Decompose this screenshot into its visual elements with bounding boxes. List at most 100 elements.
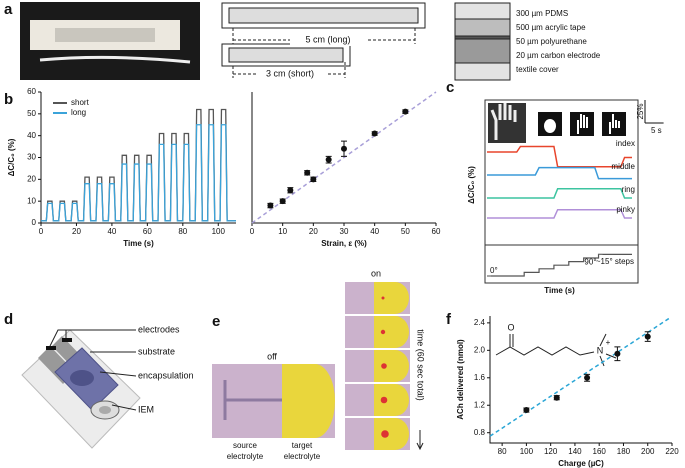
y-tick-label: 50 (27, 109, 36, 118)
x-tick-label: 20 (309, 227, 318, 236)
y-tick-label: 20 (27, 174, 36, 183)
layer-label: 300 µm PDMS (516, 9, 568, 18)
data-point (310, 176, 317, 183)
atom-label: N (597, 345, 604, 355)
legend-label: long (71, 108, 86, 117)
data-point (584, 374, 591, 381)
data-point (287, 187, 294, 194)
scale-label: 25% (636, 103, 645, 119)
electrolyte-label: electrolyte (227, 452, 264, 461)
x-tick-label: 80 (498, 447, 507, 456)
label-bg (290, 34, 366, 46)
x-tick-label: 100 (212, 227, 226, 236)
y-tick-label: 1.6 (474, 373, 486, 382)
state-label: off (267, 351, 277, 361)
y-axis-label: ACh delivered (nmol) (456, 339, 465, 420)
x-tick-label: 200 (641, 447, 655, 456)
y-tick-label: 10 (27, 196, 36, 205)
x-axis-label: Time (s) (123, 239, 154, 248)
atom-label: O (507, 322, 514, 332)
x-tick-label: 60 (432, 227, 441, 236)
layer-label: 500 µm acrylic tape (516, 23, 586, 32)
steps-label: ~15° steps (596, 257, 634, 266)
x-tick-label: 40 (107, 227, 116, 236)
panel-box (484, 99, 639, 284)
panel-label: b (4, 91, 13, 108)
state-label: on (371, 268, 381, 278)
data-point (644, 333, 651, 340)
angle-label: 90° (584, 258, 596, 267)
y-tick-label: 2.0 (474, 345, 486, 354)
x-tick-label: 80 (178, 227, 187, 236)
panel-label: d (4, 311, 13, 328)
charge-label: + (606, 338, 611, 347)
diagram-label: substrate (138, 346, 175, 356)
trace-line (487, 208, 632, 219)
x-tick-label: 0 (39, 227, 44, 236)
on-images (345, 282, 424, 451)
dimension-label: 3 cm (short) (266, 68, 314, 78)
trace-label: index (616, 139, 635, 148)
data-point (402, 108, 409, 115)
data-point (553, 394, 560, 401)
trace-line (487, 188, 632, 199)
device-diagram (21, 329, 141, 449)
sensor-photo (20, 2, 200, 80)
x-tick-label: 140 (568, 447, 582, 456)
time-label: time (60 sec total) (416, 329, 426, 401)
x-tick-label: 0 (250, 227, 255, 236)
electrolyte-label: electrolyte (284, 452, 321, 461)
x-axis-label: Charge (µC) (558, 459, 604, 468)
dimension-label: 5 cm (long) (305, 34, 350, 44)
trace-label: middle (611, 162, 635, 171)
data-point (325, 156, 332, 163)
legend-label: short (71, 98, 90, 107)
y-tick-label: 30 (27, 153, 36, 162)
y-tick-label: 60 (27, 87, 36, 96)
hand-icons (488, 103, 626, 143)
trace-line (487, 145, 632, 168)
fit-line (489, 317, 670, 437)
molecule (495, 333, 617, 367)
data-point (371, 130, 378, 137)
data-point (614, 350, 621, 357)
panel-label: e (212, 313, 220, 330)
label-bg (256, 68, 326, 80)
x-tick-label: 60 (143, 227, 152, 236)
electrolyte-label: target (292, 441, 313, 450)
y-tick-label: 2.4 (474, 318, 486, 327)
y-axis-label: ΔC/C₀ (%) (7, 138, 16, 176)
x-axis-label: Time (s) (544, 286, 575, 295)
panel-label: c (446, 79, 454, 96)
diagram-label: electrodes (138, 324, 180, 334)
layer-label: 20 µm carbon electrode (516, 51, 601, 60)
x-tick-label: 120 (544, 447, 558, 456)
fit-line (251, 91, 437, 224)
layer-label: textile cover (516, 65, 559, 74)
x-tick-label: 30 (340, 227, 349, 236)
y-tick-label: 40 (27, 131, 36, 140)
x-tick-label: 50 (401, 227, 410, 236)
data-point (523, 407, 530, 414)
data-point (267, 202, 274, 209)
off-image (212, 364, 335, 438)
x-tick-label: 180 (617, 447, 631, 456)
panel-label: a (4, 1, 13, 18)
y-tick-label: 1.2 (474, 400, 486, 409)
y-axis-label: ΔC/C₀ (%) (467, 166, 476, 204)
data-point (341, 145, 347, 152)
data-line (41, 124, 236, 222)
x-tick-label: 40 (370, 227, 379, 236)
trace-label: pinky (616, 205, 635, 214)
scale-label: 5 s (651, 126, 662, 135)
x-axis-label: Strain, ε (%) (321, 239, 367, 248)
x-tick-label: 20 (72, 227, 81, 236)
y-tick-label: 0 (32, 218, 37, 227)
y-tick-label: 0.8 (474, 428, 486, 437)
trace-line (487, 166, 632, 180)
x-tick-label: 220 (665, 447, 679, 456)
x-tick-label: 160 (593, 447, 607, 456)
data-point (279, 198, 286, 205)
x-tick-label: 100 (520, 447, 534, 456)
